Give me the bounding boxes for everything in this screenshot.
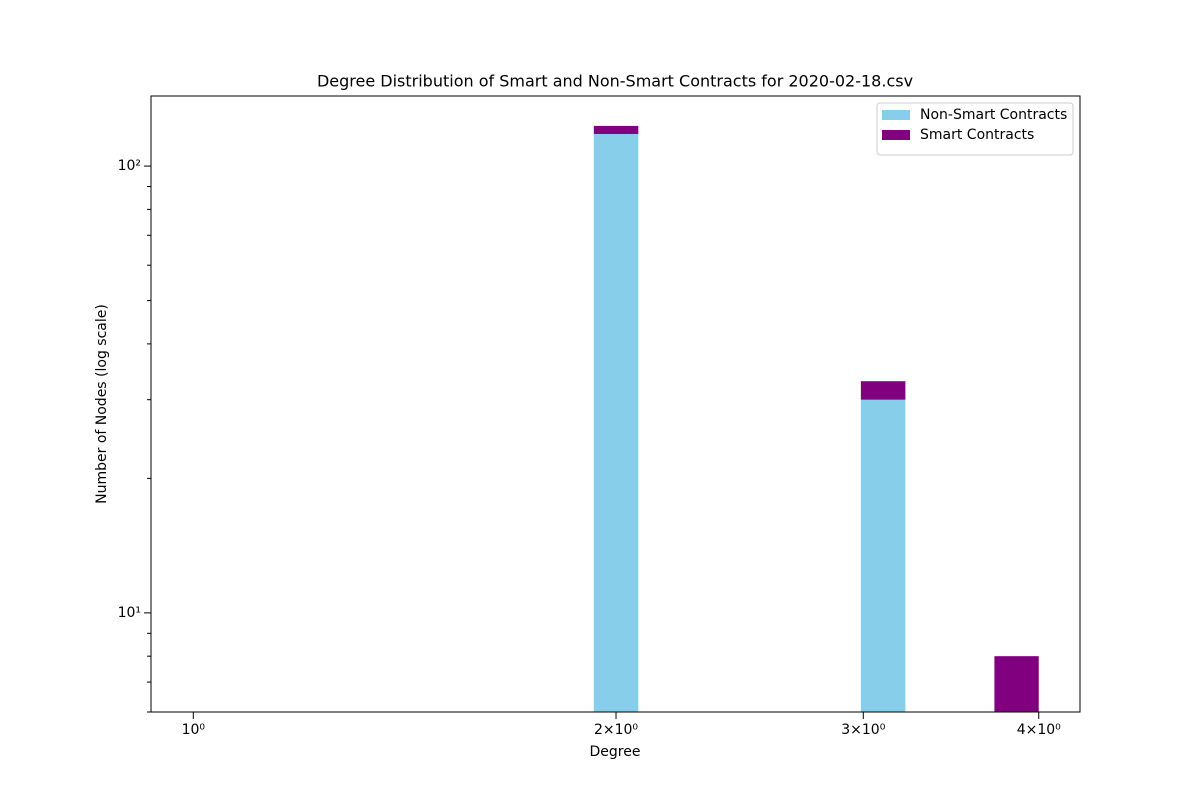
plot-area xyxy=(593,125,1039,712)
y-tick-label: 10¹ xyxy=(118,605,141,621)
y-tick-label: 10² xyxy=(118,158,141,174)
x-tick-label: 3×10⁰ xyxy=(841,722,885,738)
bar xyxy=(860,381,906,400)
y-axis-label: Number of Nodes (log scale) xyxy=(94,304,110,504)
legend-label: Non-Smart Contracts xyxy=(920,107,1067,123)
bar xyxy=(994,656,1039,712)
x-tick-label: 10⁰ xyxy=(182,722,206,738)
legend-swatch xyxy=(882,130,910,140)
bar xyxy=(860,399,906,712)
x-axis-label: Degree xyxy=(590,744,641,760)
axes-frame xyxy=(150,95,1081,713)
bar xyxy=(593,125,639,134)
legend-box xyxy=(876,102,1074,156)
legend-label: Smart Contracts xyxy=(920,127,1034,143)
x-tick-label: 2×10⁰ xyxy=(594,722,638,738)
x-tick-label: 4×10⁰ xyxy=(1017,722,1061,738)
chart-title: Degree Distribution of Smart and Non-Sma… xyxy=(317,72,913,91)
legend-swatch xyxy=(882,110,910,120)
bar xyxy=(593,133,639,712)
